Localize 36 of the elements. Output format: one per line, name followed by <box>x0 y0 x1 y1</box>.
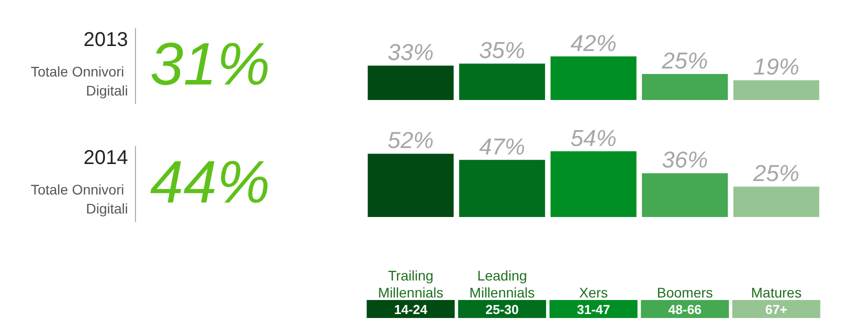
text: Totale Onnivori Digitali <box>30 182 128 216</box>
x-tick-label: Leading Millennials <box>469 268 535 300</box>
bar <box>733 80 820 100</box>
data-label: 47% <box>479 133 526 160</box>
data-label: 19% <box>753 54 800 80</box>
data-label: 35% <box>479 37 526 64</box>
x-tick-label: Xers <box>579 284 608 300</box>
bar <box>550 56 636 100</box>
text: 44% <box>150 148 270 216</box>
x-tick-label: Trailing Millennials <box>378 268 444 300</box>
data-label: 52% <box>388 127 434 154</box>
data-label: 36% <box>662 146 708 173</box>
bar <box>733 186 820 217</box>
text: 67+ <box>765 302 788 317</box>
bar <box>368 66 454 100</box>
text: 25-30 <box>485 302 519 317</box>
data-label: 25% <box>752 160 800 186</box>
bar <box>550 151 636 217</box>
text: 2013 <box>84 29 128 51</box>
data-label: 33% <box>388 39 434 66</box>
bar <box>368 154 454 217</box>
data-label: 54% <box>570 124 617 151</box>
bar <box>459 160 546 217</box>
text: 48-66 <box>668 302 702 317</box>
text: Totale Onnivori Digitali <box>30 64 128 98</box>
text: 2014 <box>84 147 128 169</box>
bar <box>459 64 546 100</box>
x-tick-label: Boomers <box>656 284 713 300</box>
data-label: 42% <box>570 30 617 56</box>
text: 31-47 <box>576 302 610 317</box>
text: 31% <box>150 30 270 98</box>
bar <box>642 173 728 217</box>
data-label: 25% <box>660 48 708 74</box>
text: 14-24 <box>394 302 428 317</box>
bar <box>642 74 728 100</box>
x-tick-label: Matures <box>751 284 802 300</box>
